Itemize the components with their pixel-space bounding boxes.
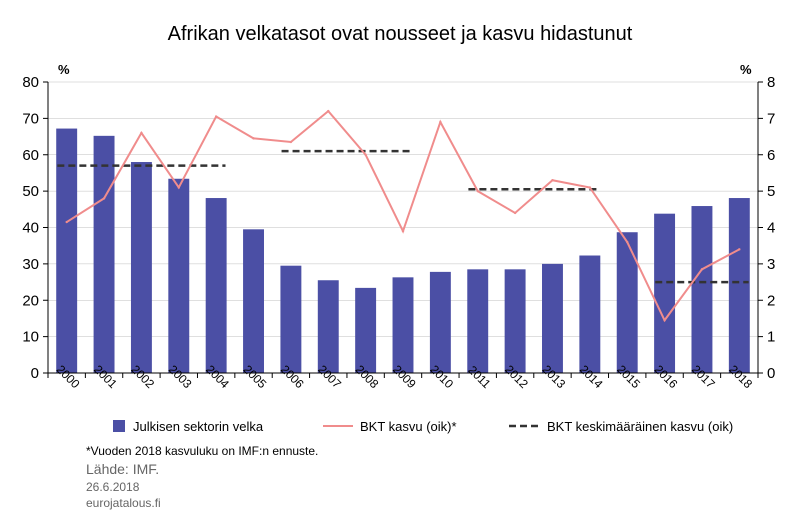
gdp-growth-point bbox=[401, 229, 405, 233]
bar bbox=[130, 162, 152, 373]
gdp-growth-point bbox=[663, 319, 666, 322]
bar bbox=[243, 229, 264, 373]
left-tick-label: 20 bbox=[22, 292, 39, 309]
left-tick-label: 70 bbox=[22, 110, 39, 127]
bar bbox=[504, 269, 526, 373]
left-tick-label: 80 bbox=[22, 74, 39, 91]
x-tick-label: 2013 bbox=[539, 362, 568, 391]
gdp-growth-point bbox=[140, 131, 143, 135]
x-tick-label: 2012 bbox=[502, 362, 531, 391]
x-tick-labels: 2000 2001 2002 2003 2004 2005 2006 2007 2008 2009… bbox=[54, 362, 756, 391]
right-tick-label: 1 bbox=[767, 329, 775, 346]
gdp-growth-point bbox=[588, 186, 592, 189]
right-tick-label: 8 bbox=[767, 74, 775, 91]
left-tick-label: 60 bbox=[22, 147, 39, 164]
x-tick-label: 2006 bbox=[278, 362, 307, 391]
bar bbox=[579, 255, 601, 373]
legend: Julkisen sektorin velka BKT kasvu (oik)*… bbox=[113, 419, 733, 434]
gdp-growth-point bbox=[364, 153, 367, 156]
right-axis-unit: % bbox=[740, 62, 752, 77]
x-tick-label: 2007 bbox=[315, 362, 344, 391]
bar bbox=[429, 271, 451, 373]
x-tick-label: 2004 bbox=[203, 362, 232, 391]
footnote: *Vuoden 2018 kasvuluku on IMF:n ennuste. bbox=[86, 444, 318, 458]
x-tick-label: 2001 bbox=[91, 362, 120, 391]
legend-label-gdp: BKT kasvu (oik)* bbox=[360, 419, 457, 434]
left-tick-label: 50 bbox=[22, 183, 39, 200]
gdp-growth-point bbox=[513, 211, 517, 215]
bar-series bbox=[56, 128, 750, 373]
bar bbox=[654, 213, 676, 373]
bar bbox=[616, 232, 638, 373]
gdp-growth-point bbox=[700, 268, 704, 271]
source-label: Lähde: IMF. bbox=[86, 461, 159, 477]
x-tick-label: 2011 bbox=[465, 363, 493, 391]
x-tick-label: 2016 bbox=[652, 362, 681, 391]
left-axis-unit: % bbox=[58, 62, 70, 77]
left-tick-labels: 0 10 20 30 40 50 60 70 80 bbox=[22, 74, 39, 382]
x-tick-label: 2008 bbox=[353, 362, 382, 391]
gdp-growth-series bbox=[65, 109, 741, 323]
gdp-growth-point bbox=[177, 186, 180, 189]
gdp-growth-point bbox=[439, 120, 442, 124]
x-tick-label: 2002 bbox=[128, 362, 157, 391]
right-tick-label: 7 bbox=[767, 110, 775, 127]
gdp-growth-point bbox=[289, 140, 293, 144]
right-tick-label: 5 bbox=[767, 183, 775, 200]
gdp-growth-point bbox=[738, 248, 741, 251]
x-tick-label: 2005 bbox=[241, 362, 270, 391]
legend-label-debt: Julkisen sektorin velka bbox=[133, 419, 264, 434]
axes bbox=[43, 81, 763, 378]
gdp-growth-point bbox=[102, 197, 106, 200]
gdp-growth-point bbox=[551, 179, 554, 182]
bar bbox=[392, 277, 414, 373]
legend-swatch-debt bbox=[113, 420, 125, 432]
bar bbox=[56, 128, 78, 373]
legend-label-avg: BKT keskimääräinen kasvu (oik) bbox=[547, 419, 733, 434]
right-tick-label: 3 bbox=[767, 256, 775, 273]
x-tick-label: 2010 bbox=[427, 362, 456, 391]
x-tick-label: 2009 bbox=[390, 362, 419, 391]
right-tick-label: 2 bbox=[767, 292, 775, 309]
gdp-growth-point bbox=[327, 109, 330, 113]
bar bbox=[93, 135, 115, 373]
right-tick-label: 4 bbox=[767, 220, 775, 237]
right-tick-label: 6 bbox=[767, 147, 775, 164]
bar bbox=[728, 198, 750, 373]
gdp-growth-point bbox=[214, 115, 218, 118]
x-tick-label: 2014 bbox=[577, 362, 606, 391]
right-tick-label: 0 bbox=[767, 365, 775, 382]
x-tick-label: 2000 bbox=[54, 362, 83, 391]
bar bbox=[317, 280, 339, 373]
bar bbox=[280, 265, 302, 373]
left-tick-label: 40 bbox=[22, 220, 39, 237]
bar bbox=[355, 287, 377, 373]
x-tick-label: 2003 bbox=[166, 362, 195, 391]
gdp-growth-point bbox=[252, 137, 255, 140]
left-tick-label: 0 bbox=[31, 365, 39, 382]
average-growth-series bbox=[57, 149, 749, 284]
gridlines bbox=[48, 81, 758, 337]
gdp-growth-point bbox=[476, 189, 479, 193]
bar bbox=[467, 269, 489, 373]
x-tick-label: 2015 bbox=[614, 362, 643, 391]
bar bbox=[691, 206, 713, 373]
gdp-growth-point bbox=[65, 220, 68, 224]
gdp-growth-point bbox=[626, 240, 629, 244]
site-label: eurojatalous.fi bbox=[86, 496, 161, 510]
bar bbox=[542, 263, 563, 373]
x-tick-label: 2018 bbox=[726, 362, 755, 391]
date-label: 26.6.2018 bbox=[86, 480, 140, 494]
chart-title: Afrikan velkatasot ovat nousseet ja kasv… bbox=[168, 23, 633, 45]
bar bbox=[168, 178, 190, 373]
x-tick-label: 2017 bbox=[689, 362, 718, 391]
left-tick-label: 10 bbox=[22, 329, 39, 346]
bar bbox=[205, 198, 227, 373]
left-tick-label: 30 bbox=[22, 256, 39, 273]
right-tick-labels: 0 1 2 3 4 5 6 7 8 bbox=[767, 74, 775, 382]
